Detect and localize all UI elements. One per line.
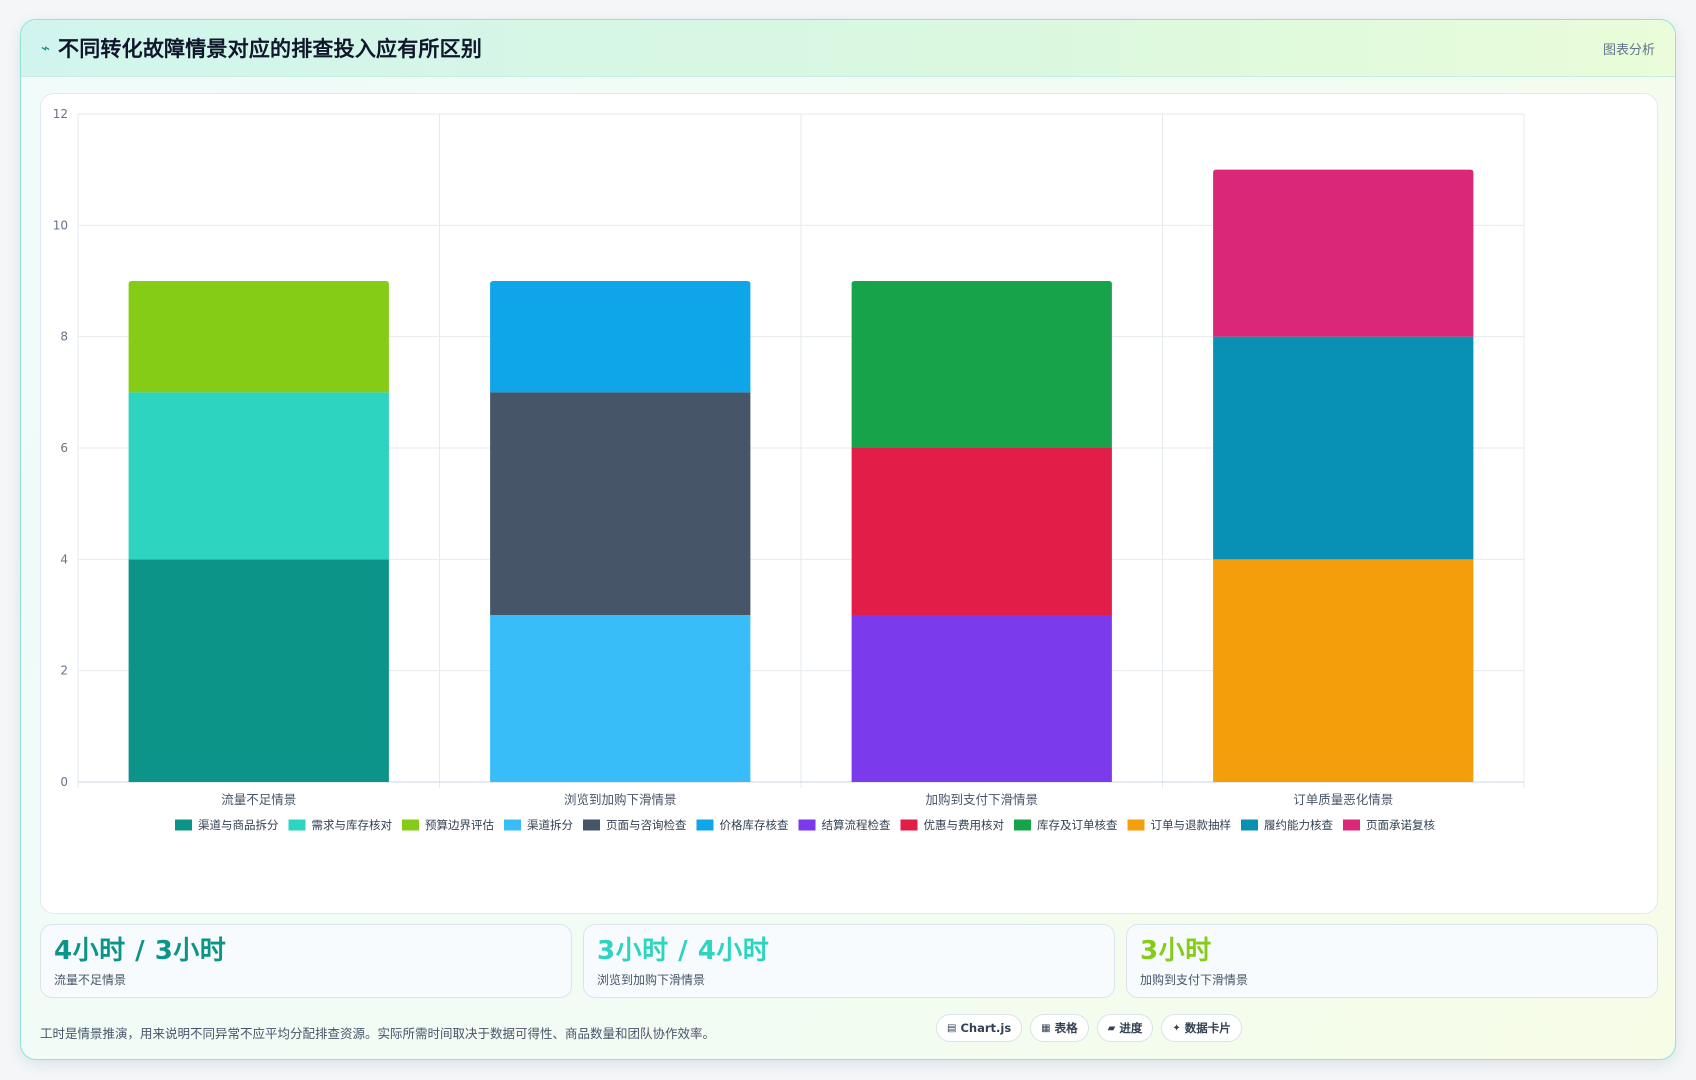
- legend-label: 优惠与费用核对: [924, 818, 1005, 832]
- legend-swatch: [402, 819, 419, 831]
- legend-label: 页面承诺复核: [1366, 818, 1435, 832]
- x-tick-label: 加购到支付下滑情景: [925, 792, 1038, 807]
- sparkle-icon: ✦: [1172, 1022, 1181, 1034]
- legend-swatch: [798, 819, 816, 831]
- footnote: 工时是情景推演，用来说明不同异常不应平均分配排查资源。实际所需时间取决于数据可得…: [40, 1026, 716, 1041]
- legend-swatch: [175, 819, 192, 831]
- legend-swatch: [288, 819, 306, 831]
- y-tick-label: 0: [60, 775, 68, 789]
- x-tick-label: 浏览到加购下滑情景: [564, 792, 677, 807]
- x-tick-label: 订单质量恶化情景: [1293, 792, 1393, 807]
- y-tick-label: 6: [60, 441, 68, 455]
- bar-segment: [128, 559, 389, 782]
- stat-card-traffic: 4小时 / 3小时 流量不足情景: [40, 924, 572, 998]
- legend-swatch: [583, 819, 600, 831]
- chart-icon: ▤: [947, 1022, 957, 1034]
- progress-icon: ▰: [1107, 1022, 1116, 1034]
- stat-value: 3小时: [1140, 936, 1212, 966]
- bar-segment: [128, 392, 389, 560]
- page-title: 不同转化故障情景对应的排查投入应有所区别: [58, 37, 483, 61]
- chip-chartjs[interactable]: ▤ Chart.js: [936, 1014, 1023, 1042]
- chip-label: Chart.js: [960, 1021, 1012, 1035]
- bar-segment: [490, 281, 751, 393]
- stat-label: 加购到支付下滑情景: [1140, 973, 1249, 987]
- bar-segment: [851, 615, 1112, 782]
- bar-segment: [851, 281, 1112, 448]
- legend-label: 预算边界评估: [425, 818, 494, 832]
- legend-swatch: [1014, 819, 1031, 831]
- chip-label: 进度: [1119, 1021, 1143, 1035]
- legend-label: 渠道与商品拆分: [198, 818, 279, 832]
- bar-segment: [1213, 559, 1474, 782]
- chip-data-card[interactable]: ✦ 数据卡片: [1161, 1014, 1242, 1042]
- chip-progress[interactable]: ▰ 进度: [1096, 1014, 1154, 1042]
- x-tick-label: 流量不足情景: [221, 792, 296, 807]
- chip-label: 表格: [1054, 1021, 1078, 1035]
- stat-value: 4小时 / 3小时: [54, 936, 227, 966]
- legend-label: 订单与退款抽样: [1151, 818, 1232, 832]
- bar-segment: [490, 392, 751, 615]
- bar-segment: [851, 448, 1112, 615]
- legend-label: 履约能力核查: [1264, 818, 1333, 832]
- legend-swatch: [1241, 819, 1258, 831]
- legend-swatch: [900, 819, 918, 831]
- bar-segment: [1213, 336, 1474, 560]
- trend-line-icon: ⌁: [41, 39, 51, 57]
- chart-analysis-label: 图表分析: [1602, 42, 1655, 58]
- legend-label: 库存及订单核查: [1037, 818, 1118, 832]
- stat-card-browse: 3小时 / 4小时 浏览到加购下滑情景: [583, 924, 1115, 998]
- chart-card: ⌁ 不同转化故障情景对应的排查投入应有所区别 图表分析 0 2 4 6 8 10 12 流量不…: [20, 19, 1676, 1060]
- y-tick-label: 12: [53, 107, 68, 121]
- card-header: ⌁ 不同转化故障情景对应的排查投入应有所区别 图表分析: [21, 20, 1675, 77]
- legend-label: 页面与咨询检查: [606, 818, 687, 832]
- y-tick-label: 10: [53, 218, 68, 232]
- bar-segment: [128, 281, 389, 393]
- stacked-bar-chart: 0 2 4 6 8 10 12 流量不足情景 浏览到加购下滑情景 加购到支付下滑情景 订单质量恶化情…: [53, 107, 1525, 832]
- legend-swatch: [1343, 819, 1360, 831]
- bar-segment: [490, 615, 751, 782]
- tech-chips: ▤ Chart.js ▦ 表格 ▰ 进度 ✦ 数据卡片: [936, 1014, 1242, 1042]
- stat-label: 浏览到加购下滑情景: [597, 973, 706, 987]
- legend-swatch: [504, 819, 521, 831]
- stat-value: 3小时 / 4小时: [597, 936, 770, 966]
- stat-card-checkout: 3小时 加购到支付下滑情景: [1126, 924, 1658, 998]
- legend-label: 价格库存核查: [720, 818, 789, 832]
- legend-label: 渠道拆分: [527, 818, 573, 832]
- legend-label: 结算流程检查: [822, 818, 891, 832]
- y-tick-label: 8: [60, 330, 68, 344]
- chip-table[interactable]: ▦ 表格: [1030, 1014, 1089, 1042]
- bar-segment: [1213, 169, 1474, 337]
- legend-swatch: [696, 819, 714, 831]
- y-tick-label: 2: [60, 664, 68, 678]
- legend-swatch: [1127, 819, 1145, 831]
- chart-panel: 0 2 4 6 8 10 12 流量不足情景 浏览到加购下滑情景 加购到支付下滑情景 订单质量恶化情…: [40, 93, 1658, 914]
- stat-label: 流量不足情景: [54, 973, 127, 987]
- y-tick-label: 4: [60, 552, 68, 566]
- chip-label: 数据卡片: [1184, 1021, 1231, 1035]
- table-icon: ▦: [1041, 1022, 1051, 1034]
- legend-label: 需求与库存核对: [312, 818, 393, 832]
